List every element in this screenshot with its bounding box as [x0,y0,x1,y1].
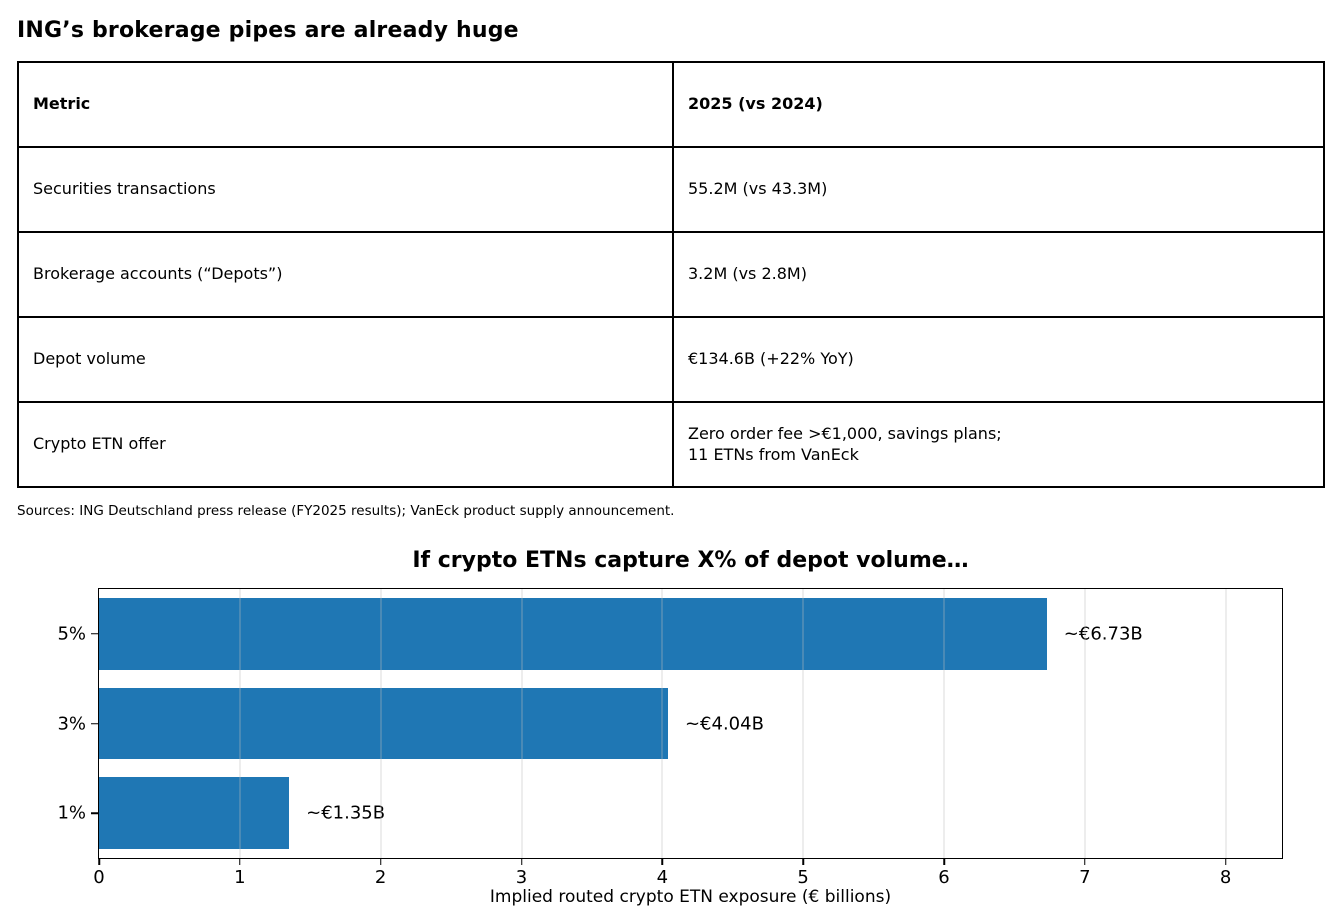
metric-name-cell: Crypto ETN offer [17,401,674,488]
x-tick-label: 1 [234,867,246,888]
x-tick-label: 4 [656,867,669,888]
x-tick-mark [98,858,100,865]
metric-value-cell: 55.2M (vs 43.3M) [672,146,1325,233]
table-row: Crypto ETN offer Zero order fee >€1,000,… [17,401,1325,488]
bar-value-label: ~€1.35B [306,802,386,824]
bar-value-label: ~€4.04B [684,713,764,734]
x-axis-label: Implied routed crypto ETN exposure (€ bi… [489,887,892,907]
metric-value-cell: Zero order fee >€1,000, savings plans; 1… [672,401,1325,488]
gridline [661,589,663,858]
y-tick-mark [91,812,99,814]
metrics-table: Metric 2025 (vs 2024) Securities transac… [17,61,1325,488]
table-header-metric: Metric [17,61,674,148]
x-tick-label: 3 [515,867,528,888]
bar-1% [99,777,290,850]
table-header-row: Metric 2025 (vs 2024) [17,61,1325,148]
x-tick-mark [1224,858,1227,865]
chart-plot-area: 5% ~€6.73B 3% ~€4.04B 1% ~€1.35B 0 1 2 3 4 5 6 7 8 [57,588,1283,888]
y-tick-label: 1% [57,802,86,824]
x-tick-mark [802,858,804,865]
metric-name-cell: Depot volume [17,316,674,403]
gridline [380,589,382,858]
y-tick-mark [91,722,99,725]
sources-note: Sources: ING Deutschland press release (… [17,503,675,519]
x-tick-label: 0 [93,867,105,888]
x-tick-mark [661,858,664,865]
x-tick-mark [1084,858,1086,865]
gridline [1225,589,1227,858]
x-tick-mark [520,858,523,865]
bar-value-label: ~€6.73B [1063,623,1143,645]
x-tick-label: 2 [374,867,387,888]
table-row: Brokerage accounts (“Depots”) 3.2M (vs 2… [17,231,1325,318]
x-tick-mark [379,858,382,865]
metric-value-cell: 3.2M (vs 2.8M) [672,231,1325,318]
page-title: ING’s brokerage pipes are already huge [17,18,519,43]
gridline [802,589,804,858]
y-tick-label: 5% [57,623,86,645]
table-header-2025: 2025 (vs 2024) [672,61,1325,148]
table-row: Securities transactions 55.2M (vs 43.3M) [17,146,1325,233]
table-row: Depot volume €134.6B (+22% YoY) [17,316,1325,403]
x-tick-label: 6 [938,867,950,888]
bar-3% [99,687,668,760]
x-tick-mark [943,858,945,865]
gridline [1084,589,1086,858]
y-tick-label: 3% [57,713,86,734]
gridline [943,589,945,858]
metric-name-cell: Brokerage accounts (“Depots”) [17,231,674,318]
metric-name-cell: Securities transactions [17,146,674,233]
y-tick-mark [91,633,99,635]
x-tick-label: 7 [1079,867,1091,888]
metric-value-cell: €134.6B (+22% YoY) [672,316,1325,403]
chart-title: If crypto ETNs capture X% of depot volum… [412,548,969,573]
x-tick-label: 5 [797,867,809,888]
bar-5% [99,597,1047,670]
gridline [239,589,241,858]
gridline [521,589,522,858]
x-tick-label: 8 [1219,867,1232,888]
x-tick-mark [239,858,241,865]
